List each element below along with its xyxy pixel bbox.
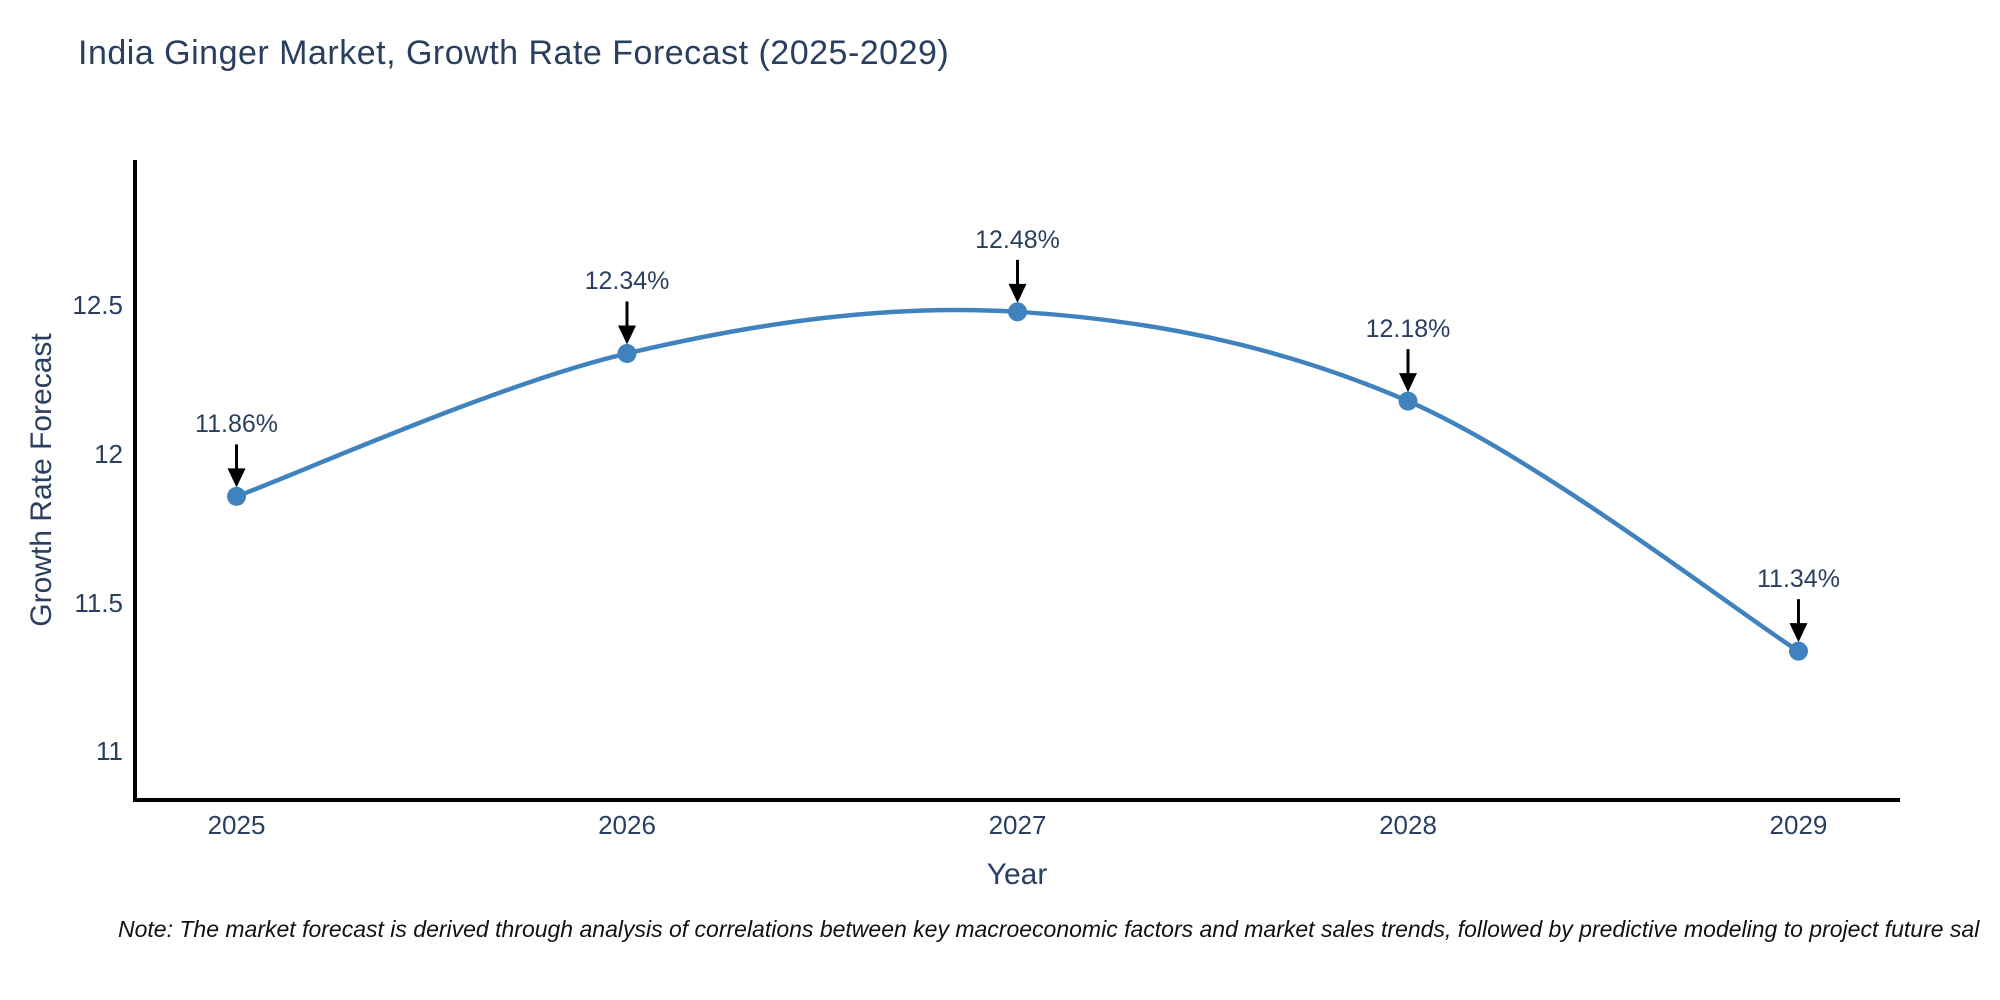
data-point-marker [617,343,637,363]
trend-line [234,307,1801,654]
annotation-arrowhead [227,468,246,488]
chart-title: India Ginger Market, Growth Rate Forecas… [78,34,950,72]
y-tick-label: 11.5 [74,587,123,618]
point-annotation: 12.48% [975,225,1060,254]
data-point-marker [1008,302,1027,322]
x-axis-title: Year [986,858,1048,891]
data-point-marker [1398,391,1418,411]
point-annotation: 12.18% [1365,315,1451,344]
x-tick-label: 2028 [1379,810,1437,840]
x-tick-label: 2026 [598,810,656,840]
data-point-marker [1788,641,1808,661]
footnote: Note: The market forecast is derived thr… [118,916,1980,942]
point-annotation: 11.86% [195,410,278,439]
annotation-arrowhead [618,325,637,345]
annotation-arrowhead [1398,373,1417,393]
data-point-marker [227,486,247,506]
annotation-arrowhead [1008,283,1027,303]
point-annotation: 11.34% [1757,565,1840,594]
y-tick-label: 12.5 [72,289,123,320]
x-tick-label: 2029 [1769,810,1828,840]
y-tick-label: 11 [96,736,123,767]
x-tick-label: 2027 [988,810,1047,840]
x-tick-label: 2025 [207,810,266,840]
annotation-arrowhead [1789,623,1808,643]
y-tick-label: 12 [94,438,123,469]
point-annotation: 12.34% [584,267,670,296]
